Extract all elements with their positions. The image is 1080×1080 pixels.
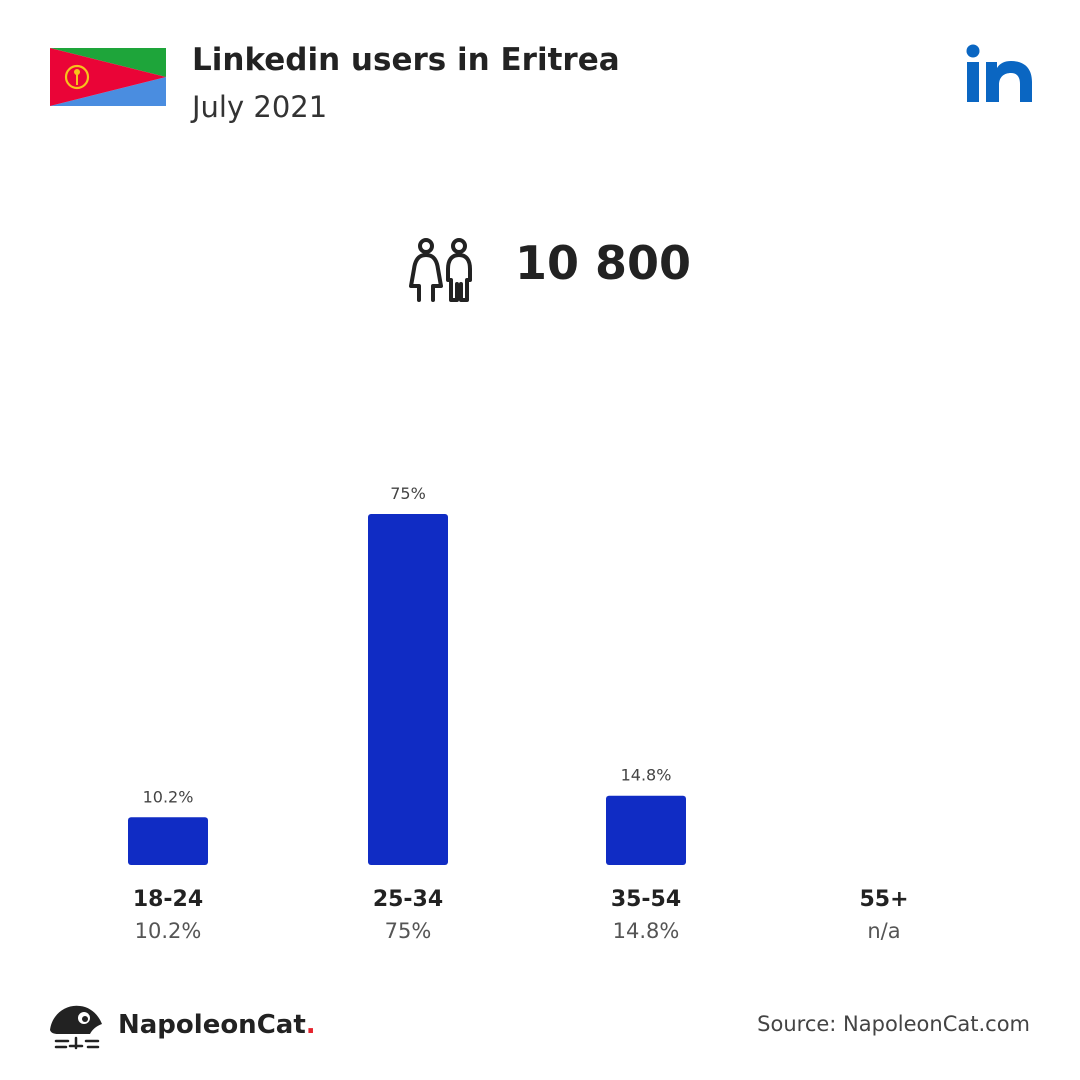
linkedin-logo-icon	[966, 44, 1032, 102]
total-users-value: 10 800	[515, 236, 692, 290]
bar-value-label-35-54: 14.8%	[621, 766, 672, 785]
male-female-users-icon	[409, 238, 472, 302]
napoleoncat-brand-name: NapoleonCat.	[118, 1010, 316, 1040]
bar-35-54	[606, 795, 686, 865]
category-label-18-24: 18-24	[133, 887, 203, 912]
category-label-25-34: 25-34	[373, 887, 443, 912]
category-value-55+: n/a	[867, 919, 900, 943]
brand-name-text: NapoleonCat	[118, 1010, 306, 1040]
bar-25-34	[368, 514, 448, 865]
category-value-18-24: 10.2%	[135, 919, 202, 943]
category-value-35-54: 14.8%	[613, 919, 680, 943]
page-subtitle: July 2021	[192, 90, 328, 124]
category-value-25-34: 75%	[385, 919, 432, 943]
category-label-55+: 55+	[859, 887, 908, 912]
bar-value-label-18-24: 10.2%	[143, 787, 194, 806]
brand-dot: .	[305, 1010, 316, 1040]
napoleoncat-logo-icon	[50, 1005, 102, 1050]
page-title: Linkedin users in Eritrea	[192, 42, 620, 78]
category-label-35-54: 35-54	[611, 887, 681, 912]
bar-18-24	[128, 817, 208, 865]
bar-value-label-25-34: 75%	[390, 484, 426, 503]
source-credit: Source: NapoleonCat.com	[757, 1012, 1030, 1036]
eritrea-flag-icon	[50, 48, 166, 106]
